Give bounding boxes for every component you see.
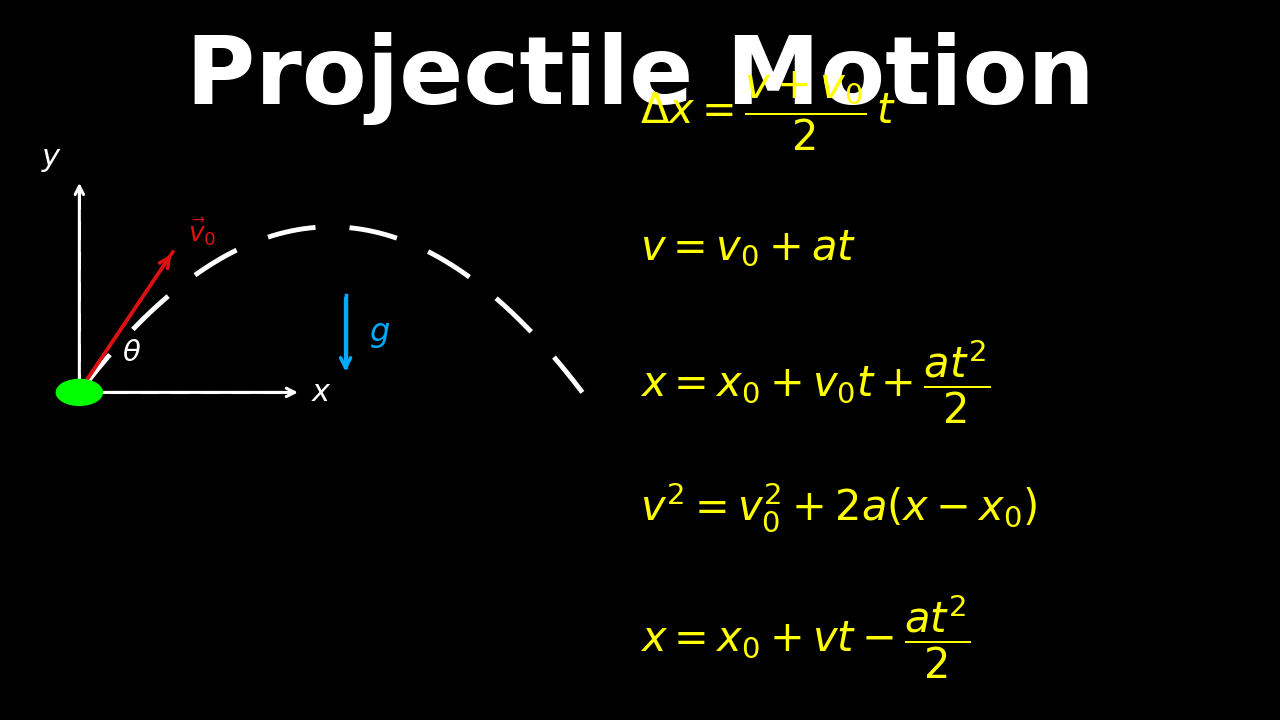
Text: $x$: $x$	[311, 378, 332, 407]
Text: $v = v_0 + at$: $v = v_0 + at$	[640, 228, 856, 269]
Text: $y$: $y$	[41, 145, 61, 174]
Text: $\theta$: $\theta$	[122, 339, 141, 367]
Text: $x = x_0 + vt - \dfrac{at^2}{2}$: $x = x_0 + vt - \dfrac{at^2}{2}$	[640, 593, 970, 681]
Text: $\Delta x = \dfrac{v + v_0}{2}\,t$: $\Delta x = \dfrac{v + v_0}{2}\,t$	[640, 70, 896, 153]
Circle shape	[56, 379, 102, 405]
Text: Projectile Motion: Projectile Motion	[186, 32, 1094, 125]
Text: $x = x_0 + v_0 t + \dfrac{at^2}{2}$: $x = x_0 + v_0 t + \dfrac{at^2}{2}$	[640, 338, 991, 426]
Text: $\vec{v}_0$: $\vec{v}_0$	[188, 217, 216, 248]
Text: $v^2 = v_0^2 + 2a(x - x_0)$: $v^2 = v_0^2 + 2a(x - x_0)$	[640, 481, 1038, 534]
Text: $g$: $g$	[369, 319, 389, 351]
